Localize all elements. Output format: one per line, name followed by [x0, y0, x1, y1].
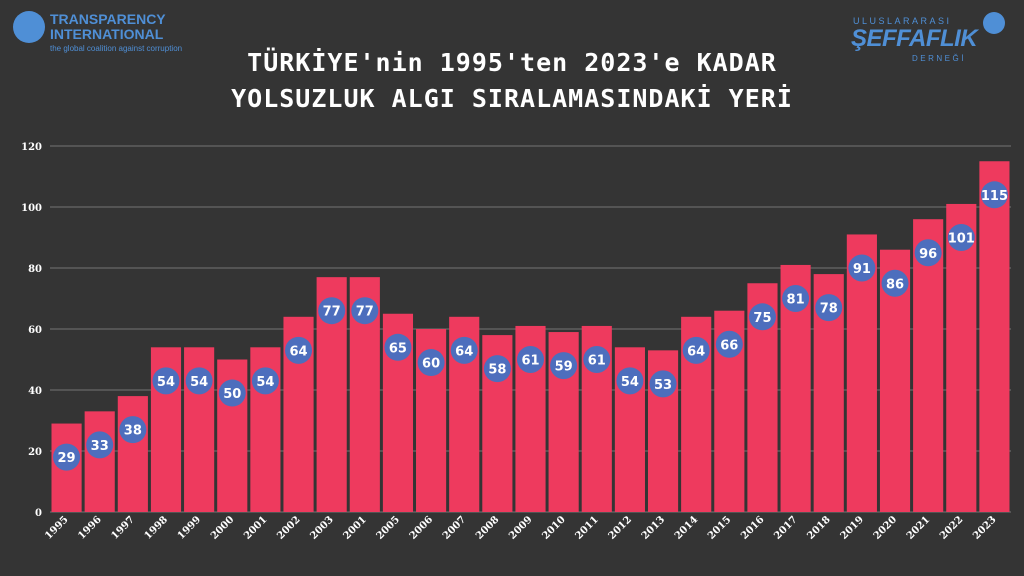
- data-label: 91: [853, 262, 871, 277]
- x-tick-label: 2008: [474, 514, 501, 541]
- x-tick-label: 2014: [673, 514, 700, 541]
- x-tick-label: 1995: [43, 514, 70, 541]
- data-label: 78: [820, 302, 838, 317]
- data-label: 77: [323, 305, 341, 320]
- x-tick-label: 2022: [938, 514, 965, 541]
- y-tick-label: 100: [21, 203, 42, 214]
- data-label: 115: [981, 189, 1008, 204]
- y-tick-label: 80: [28, 264, 42, 275]
- bar: [118, 396, 148, 512]
- data-label: 54: [256, 375, 274, 390]
- data-label: 101: [948, 232, 975, 247]
- data-label: 60: [422, 357, 440, 372]
- x-tick-label: 2010: [540, 514, 567, 541]
- data-label: 86: [886, 277, 904, 292]
- x-tick-label: 1998: [143, 514, 170, 541]
- data-label: 58: [488, 363, 506, 378]
- x-tick-label: 2018: [805, 514, 832, 541]
- x-tick-label: 1996: [76, 514, 103, 541]
- bar: [85, 411, 115, 512]
- data-label: 75: [753, 311, 771, 326]
- bar: [979, 161, 1009, 512]
- y-tick-label: 0: [35, 508, 42, 519]
- x-tick-label: 2007: [441, 514, 468, 541]
- data-label: 61: [521, 354, 539, 369]
- data-label: 38: [124, 424, 142, 439]
- x-tick-label: 2003: [308, 514, 335, 541]
- x-tick-label: 1999: [176, 514, 203, 541]
- data-label: 64: [455, 344, 473, 359]
- x-tick-label: 2021: [905, 514, 932, 541]
- data-label: 77: [356, 305, 374, 320]
- x-tick-label: 2012: [607, 514, 634, 541]
- x-tick-label: 2005: [375, 514, 402, 541]
- x-tick-label: 2016: [739, 514, 766, 541]
- data-label: 50: [223, 387, 241, 402]
- y-tick-label: 20: [28, 447, 42, 458]
- data-label: 61: [588, 354, 606, 369]
- data-label: 54: [157, 375, 175, 390]
- x-tick-label: 2013: [640, 514, 667, 541]
- data-label: 96: [919, 247, 937, 262]
- x-tick-label: 2001: [242, 514, 269, 541]
- x-tick-label: 1997: [109, 514, 136, 541]
- x-tick-label: 2019: [839, 514, 866, 541]
- data-label: 59: [555, 360, 573, 375]
- data-label: 65: [389, 341, 407, 356]
- x-tick-label: 2001: [341, 514, 368, 541]
- x-tick-label: 2009: [507, 514, 534, 541]
- x-tick-label: 2020: [872, 514, 899, 541]
- x-tick-label: 2006: [408, 514, 435, 541]
- data-label: 64: [289, 344, 307, 359]
- data-label: 66: [720, 338, 738, 353]
- data-label: 54: [621, 375, 639, 390]
- x-tick-label: 2023: [971, 514, 998, 541]
- data-label: 53: [654, 378, 672, 393]
- y-tick-label: 40: [28, 386, 42, 397]
- data-label: 81: [787, 293, 805, 308]
- y-tick-label: 60: [28, 325, 42, 336]
- data-label: 54: [190, 375, 208, 390]
- data-label: 64: [687, 344, 705, 359]
- data-label: 33: [91, 439, 109, 454]
- y-tick-label: 120: [21, 142, 42, 153]
- x-tick-label: 2000: [209, 514, 236, 541]
- x-tick-label: 2015: [706, 514, 733, 541]
- x-tick-label: 2011: [573, 514, 600, 541]
- x-tick-label: 2017: [772, 514, 799, 541]
- x-tick-label: 2002: [275, 514, 302, 541]
- data-label: 29: [58, 451, 76, 466]
